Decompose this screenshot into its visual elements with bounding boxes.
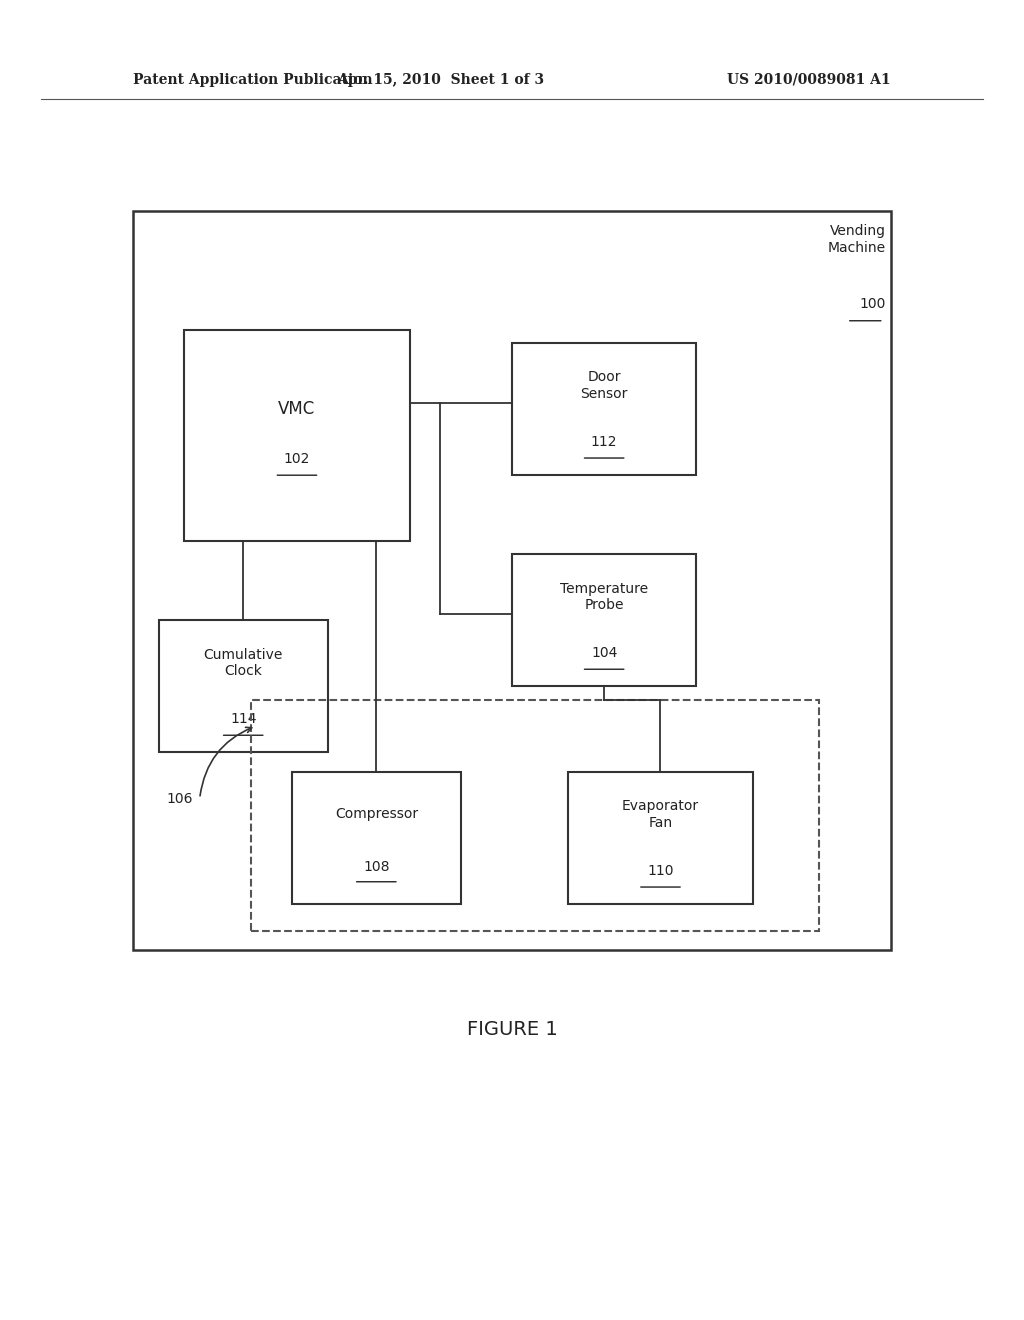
FancyBboxPatch shape [512, 554, 696, 686]
Text: Cumulative
Clock: Cumulative Clock [204, 648, 283, 677]
Text: 106: 106 [166, 792, 193, 805]
Text: 114: 114 [230, 713, 256, 726]
Text: Compressor: Compressor [335, 808, 418, 821]
Text: 112: 112 [591, 436, 617, 449]
FancyBboxPatch shape [159, 620, 328, 752]
FancyBboxPatch shape [184, 330, 410, 541]
FancyBboxPatch shape [512, 343, 696, 475]
Text: Vending
Machine: Vending Machine [827, 224, 886, 271]
Text: US 2010/0089081 A1: US 2010/0089081 A1 [727, 73, 891, 87]
Text: VMC: VMC [279, 400, 315, 418]
FancyBboxPatch shape [292, 772, 461, 904]
FancyBboxPatch shape [133, 211, 891, 950]
Text: 104: 104 [591, 647, 617, 660]
FancyBboxPatch shape [568, 772, 753, 904]
Text: 108: 108 [364, 861, 389, 874]
Text: 110: 110 [647, 865, 674, 878]
Text: Temperature
Probe: Temperature Probe [560, 582, 648, 611]
Text: Patent Application Publication: Patent Application Publication [133, 73, 373, 87]
Text: 100: 100 [859, 297, 886, 312]
Text: Evaporator
Fan: Evaporator Fan [622, 800, 699, 829]
Text: Door
Sensor: Door Sensor [581, 371, 628, 400]
Text: 102: 102 [284, 453, 310, 466]
Text: FIGURE 1: FIGURE 1 [467, 1020, 557, 1039]
Text: Apr. 15, 2010  Sheet 1 of 3: Apr. 15, 2010 Sheet 1 of 3 [337, 73, 544, 87]
